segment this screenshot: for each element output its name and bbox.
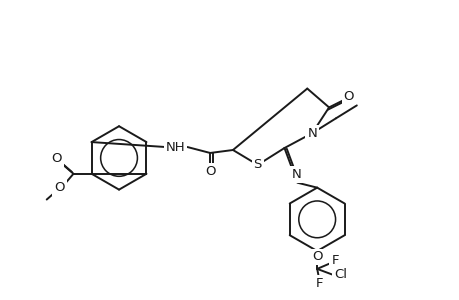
Text: O: O: [311, 250, 322, 263]
Text: NH: NH: [165, 140, 185, 154]
Text: O: O: [343, 90, 353, 103]
Text: O: O: [54, 181, 65, 194]
Text: O: O: [205, 165, 215, 178]
Text: F: F: [315, 277, 322, 290]
Text: O: O: [51, 152, 62, 165]
Text: S: S: [253, 158, 261, 171]
Text: Cl: Cl: [334, 268, 347, 281]
Text: N: N: [307, 127, 316, 140]
Text: N: N: [291, 168, 301, 181]
Text: F: F: [330, 254, 338, 268]
